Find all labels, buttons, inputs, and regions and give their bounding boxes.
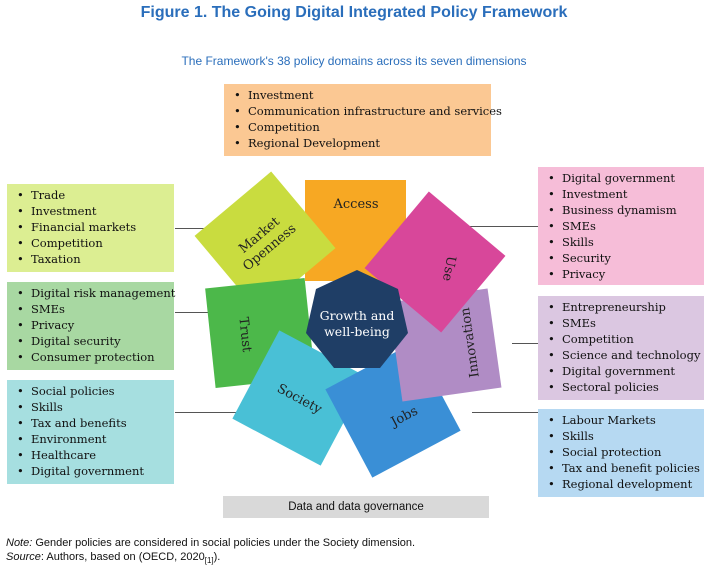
policy-item: Investment (230, 87, 485, 103)
policy-item: Security (544, 250, 698, 266)
society-policy-box: Social policiesSkillsTax and benefitsEnv… (7, 380, 174, 484)
policy-item: Communication infrastructure and service… (230, 103, 502, 119)
policy-item: Business dynamism (544, 202, 698, 218)
policy-item: Regional development (544, 476, 698, 492)
policy-item: Labour Markets (544, 412, 698, 428)
market-openness-policy-box: TradeInvestmentFinancial marketsCompetit… (7, 184, 174, 272)
policy-item: Investment (13, 203, 168, 219)
policy-item: Healthcare (13, 447, 168, 463)
figure-source: Source: Authors, based on (OECD, 2020[1]… (6, 551, 220, 565)
source-label: Source (6, 551, 41, 563)
svg-text:well-being: well-being (324, 324, 390, 339)
trust-policy-box: Digital risk managementSMEsPrivacyDigita… (7, 282, 175, 370)
policy-item: Digital government (544, 363, 698, 379)
policy-item: SMEs (13, 301, 168, 317)
use-policy-box: Digital governmentInvestmentBusiness dyn… (538, 167, 704, 285)
policy-item: Trade (13, 187, 168, 203)
policy-item: Digital government (544, 170, 698, 186)
policy-item: Sectoral policies (544, 379, 698, 395)
policy-item: Social policies (13, 383, 168, 399)
connector-line (175, 412, 265, 413)
policy-item: Financial markets (13, 219, 168, 235)
svg-text:Access: Access (333, 197, 379, 212)
policy-item: Digital government (13, 463, 168, 479)
figure-subtitle: The Framework's 38 policy domains across… (181, 54, 527, 68)
policy-item: Skills (544, 234, 698, 250)
source-ref: [1] (204, 556, 214, 566)
jobs-policy-box: Labour MarketsSkillsSocial protectionTax… (538, 409, 704, 497)
figure-title: Figure 1. The Going Digital Integrated P… (140, 4, 568, 21)
center-growth-wellbeing: Growth and well-being (306, 270, 408, 368)
policy-item: Science and technology (544, 347, 700, 363)
policy-item: Entrepreneurship (544, 299, 698, 315)
policy-item: Tax and benefit policies (544, 460, 700, 476)
policy-item: Investment (544, 186, 698, 202)
policy-item: Skills (13, 399, 168, 415)
source-end: ). (213, 551, 221, 563)
source-text: : Authors, based on (OECD, 2020 (40, 551, 205, 563)
connector-line (175, 312, 215, 313)
policy-item: Privacy (544, 266, 698, 282)
policy-item: SMEs (544, 218, 698, 234)
policy-item: Social protection (544, 444, 698, 460)
connector-line (470, 226, 538, 227)
svg-text:Trust: Trust (235, 316, 254, 353)
dimension-market-openness: Market Openness (194, 171, 336, 313)
dimension-innovation: Innovation (388, 288, 502, 402)
policy-item: Taxation (13, 251, 168, 267)
svg-text:Growth and: Growth and (320, 308, 395, 323)
policy-item: Digital security (13, 333, 168, 349)
connector-line (512, 343, 538, 344)
svg-text:Use: Use (439, 255, 458, 283)
policy-item: Skills (544, 428, 698, 444)
data-governance-bar: Data and data governance (223, 496, 489, 518)
connector-line (472, 412, 538, 413)
policy-item: Competition (544, 331, 698, 347)
note-text: Gender policies are considered in social… (32, 537, 416, 549)
policy-item: Competition (13, 235, 168, 251)
innovation-policy-box: EntrepreneurshipSMEsCompetitionScience a… (538, 296, 704, 400)
policy-item: Privacy (13, 317, 168, 333)
policy-item: Digital risk management (13, 285, 175, 301)
policy-item: Regional Development (230, 135, 485, 151)
figure-note: Note: Gender policies are considered in … (6, 537, 415, 549)
policy-item: Consumer protection (13, 349, 168, 365)
access-policy-box: InvestmentCommunication infrastructure a… (224, 84, 502, 156)
policy-item: SMEs (544, 315, 698, 331)
policy-item: Environment (13, 431, 168, 447)
policy-item: Competition (230, 119, 485, 135)
policy-item: Tax and benefits (13, 415, 168, 431)
note-label: Note: (6, 537, 33, 549)
